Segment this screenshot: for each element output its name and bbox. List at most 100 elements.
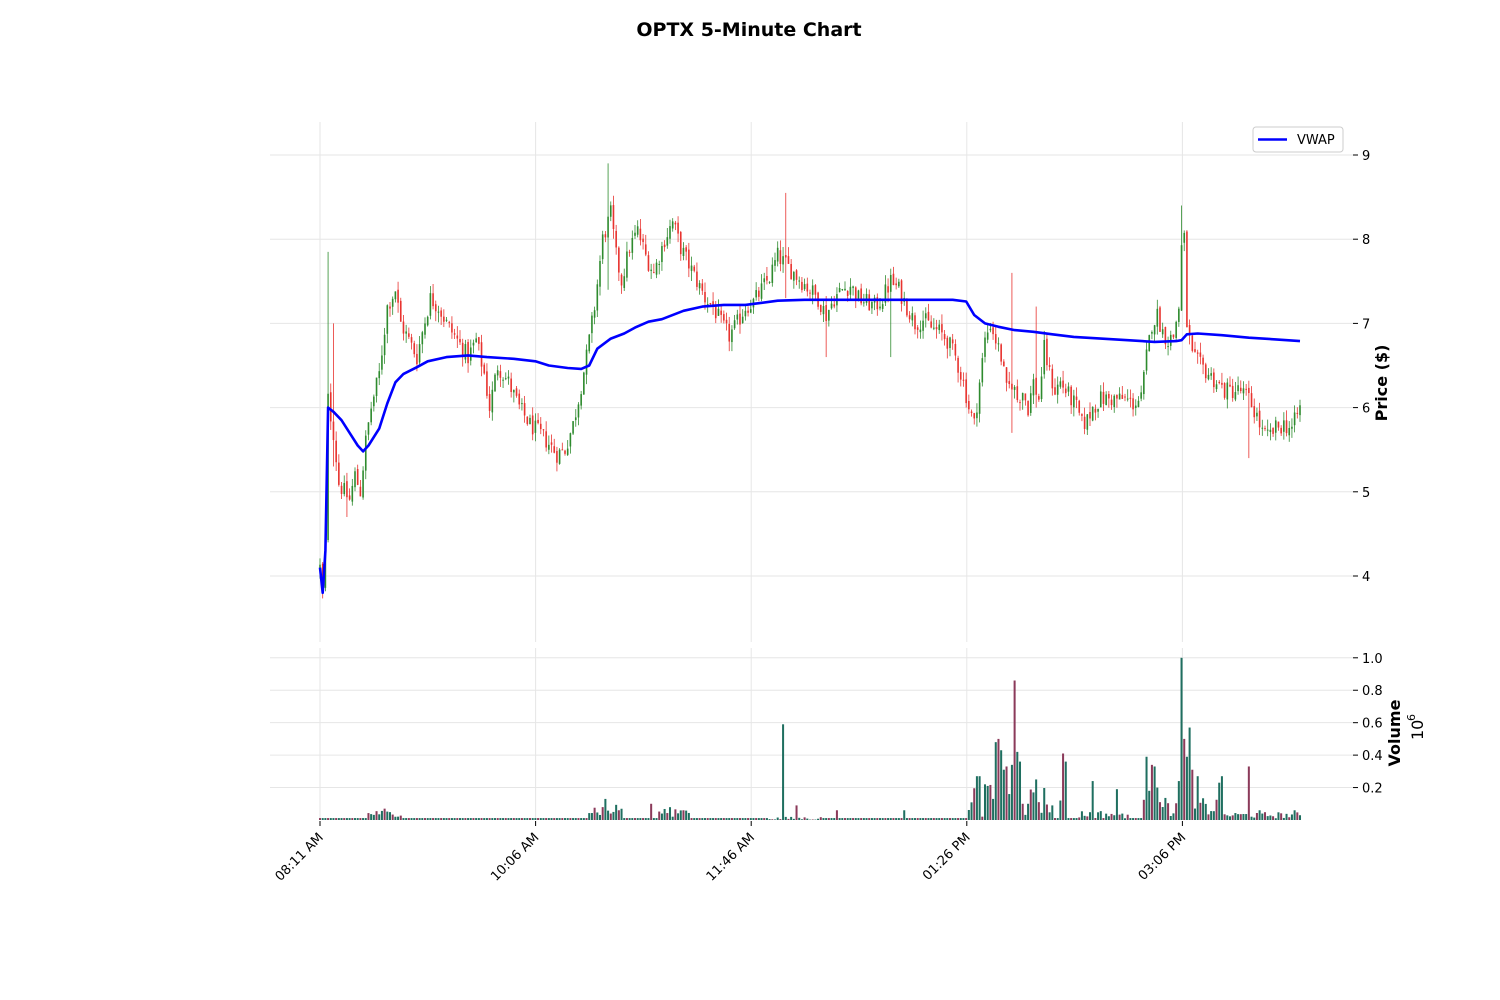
price-tick-label: 6 bbox=[1362, 402, 1370, 417]
candle-body bbox=[876, 297, 879, 310]
price-axis: 4 5 6 7 8 9 bbox=[1353, 149, 1370, 585]
volume-bar bbox=[402, 818, 405, 820]
candle-body bbox=[1102, 391, 1105, 404]
volume-bar bbox=[1035, 779, 1038, 820]
volume-bar bbox=[981, 816, 984, 820]
volume-bar bbox=[967, 809, 970, 820]
volume-bar bbox=[340, 818, 343, 820]
volume-bar bbox=[609, 813, 612, 820]
candle-body bbox=[776, 247, 779, 262]
volume-bar bbox=[1288, 817, 1291, 820]
volume-bar bbox=[1237, 814, 1240, 820]
volume-multiplier: 10 6 bbox=[1405, 714, 1427, 740]
volume-bar bbox=[547, 818, 550, 820]
candle-body bbox=[914, 315, 916, 330]
candle-body bbox=[661, 246, 663, 263]
candle-body bbox=[510, 378, 512, 393]
price-tick-label: 8 bbox=[1362, 233, 1370, 248]
candle-body bbox=[1099, 391, 1102, 408]
candle-body bbox=[1283, 420, 1285, 432]
candle-body bbox=[1081, 414, 1083, 416]
volume-bar bbox=[687, 812, 690, 820]
candle-body bbox=[887, 286, 889, 293]
candle-body bbox=[671, 221, 674, 229]
candle-body bbox=[1046, 338, 1048, 366]
volume-bar bbox=[957, 818, 960, 820]
candle-body bbox=[531, 415, 534, 435]
candle-body bbox=[513, 389, 515, 393]
volume-bar bbox=[787, 818, 790, 820]
volume-bar bbox=[1272, 816, 1275, 820]
volume-bar bbox=[590, 813, 593, 820]
volume-bar bbox=[356, 818, 359, 820]
volume-bar bbox=[1161, 807, 1164, 820]
volume-grid bbox=[270, 648, 1353, 820]
candle-body bbox=[537, 419, 539, 424]
candle-body bbox=[1156, 308, 1159, 327]
volume-bar bbox=[983, 784, 987, 820]
candle-body bbox=[424, 323, 426, 335]
volume-bar bbox=[679, 810, 682, 820]
volume-bar bbox=[372, 814, 375, 820]
candle-body bbox=[1159, 307, 1161, 332]
volume-bar bbox=[359, 818, 362, 820]
candle-body bbox=[596, 284, 599, 311]
candle-body bbox=[612, 205, 615, 230]
volume-bar bbox=[499, 818, 502, 820]
candle-body bbox=[1145, 349, 1148, 371]
volume-bar bbox=[943, 818, 946, 820]
x-tick-label: 11:46 AM bbox=[704, 830, 758, 884]
volume-bar bbox=[854, 818, 857, 820]
candle-body bbox=[467, 342, 469, 364]
volume-bar bbox=[703, 818, 707, 820]
volume-bar bbox=[870, 818, 873, 820]
candle-body bbox=[1218, 381, 1221, 383]
volume-bar bbox=[335, 818, 338, 820]
volume-bar bbox=[862, 818, 865, 820]
candle-body bbox=[391, 298, 394, 307]
volume-bar bbox=[790, 816, 793, 820]
volume-bar bbox=[1223, 814, 1226, 820]
candle-body bbox=[636, 226, 639, 235]
candle-body bbox=[674, 222, 677, 225]
volume-bar bbox=[394, 816, 397, 820]
candle-body bbox=[868, 294, 871, 311]
volume-bar bbox=[940, 818, 943, 820]
volume-bar bbox=[1053, 818, 1057, 820]
candle-body bbox=[375, 377, 378, 397]
volume-bar bbox=[1048, 812, 1051, 820]
candle-body bbox=[604, 234, 607, 238]
volume-bar bbox=[1091, 781, 1094, 820]
volume-bar bbox=[563, 818, 567, 820]
volume-bar bbox=[448, 818, 451, 820]
volume-bar bbox=[916, 818, 919, 820]
candle-body bbox=[973, 413, 976, 419]
volume-bar bbox=[569, 818, 572, 820]
price-tick-label: 7 bbox=[1362, 317, 1370, 332]
candle-body bbox=[884, 284, 887, 303]
volume-bar bbox=[765, 818, 768, 820]
volume-bar bbox=[792, 818, 795, 820]
candle-body bbox=[1140, 392, 1142, 399]
candle-body bbox=[335, 440, 337, 463]
volume-bar bbox=[913, 818, 917, 820]
volume-bar bbox=[453, 818, 456, 820]
candle-body bbox=[994, 334, 997, 344]
volume-bar bbox=[725, 818, 728, 820]
candle-body bbox=[1231, 385, 1234, 398]
candle-body bbox=[1056, 384, 1059, 395]
candle-body bbox=[1272, 427, 1274, 434]
volume-bar bbox=[712, 818, 715, 820]
candle-body bbox=[631, 237, 634, 253]
volume-bar bbox=[1282, 817, 1285, 820]
candle-body bbox=[488, 394, 491, 411]
candle-body bbox=[828, 309, 830, 321]
candle-body bbox=[1204, 364, 1207, 379]
candle-body bbox=[464, 344, 467, 360]
candle-body bbox=[706, 304, 709, 306]
volume-bar bbox=[1024, 814, 1027, 820]
chart-title: OPTX 5-Minute Chart bbox=[636, 19, 861, 41]
candle-body bbox=[421, 332, 424, 345]
candle-body bbox=[1062, 380, 1064, 388]
volume-bar bbox=[421, 818, 424, 820]
